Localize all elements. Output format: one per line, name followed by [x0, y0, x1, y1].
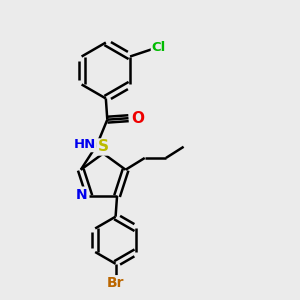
Text: S: S: [98, 140, 109, 154]
Text: HN: HN: [74, 138, 96, 151]
Text: O: O: [131, 111, 144, 126]
Text: Br: Br: [107, 276, 124, 290]
Text: Cl: Cl: [152, 41, 166, 54]
Text: N: N: [75, 188, 87, 202]
